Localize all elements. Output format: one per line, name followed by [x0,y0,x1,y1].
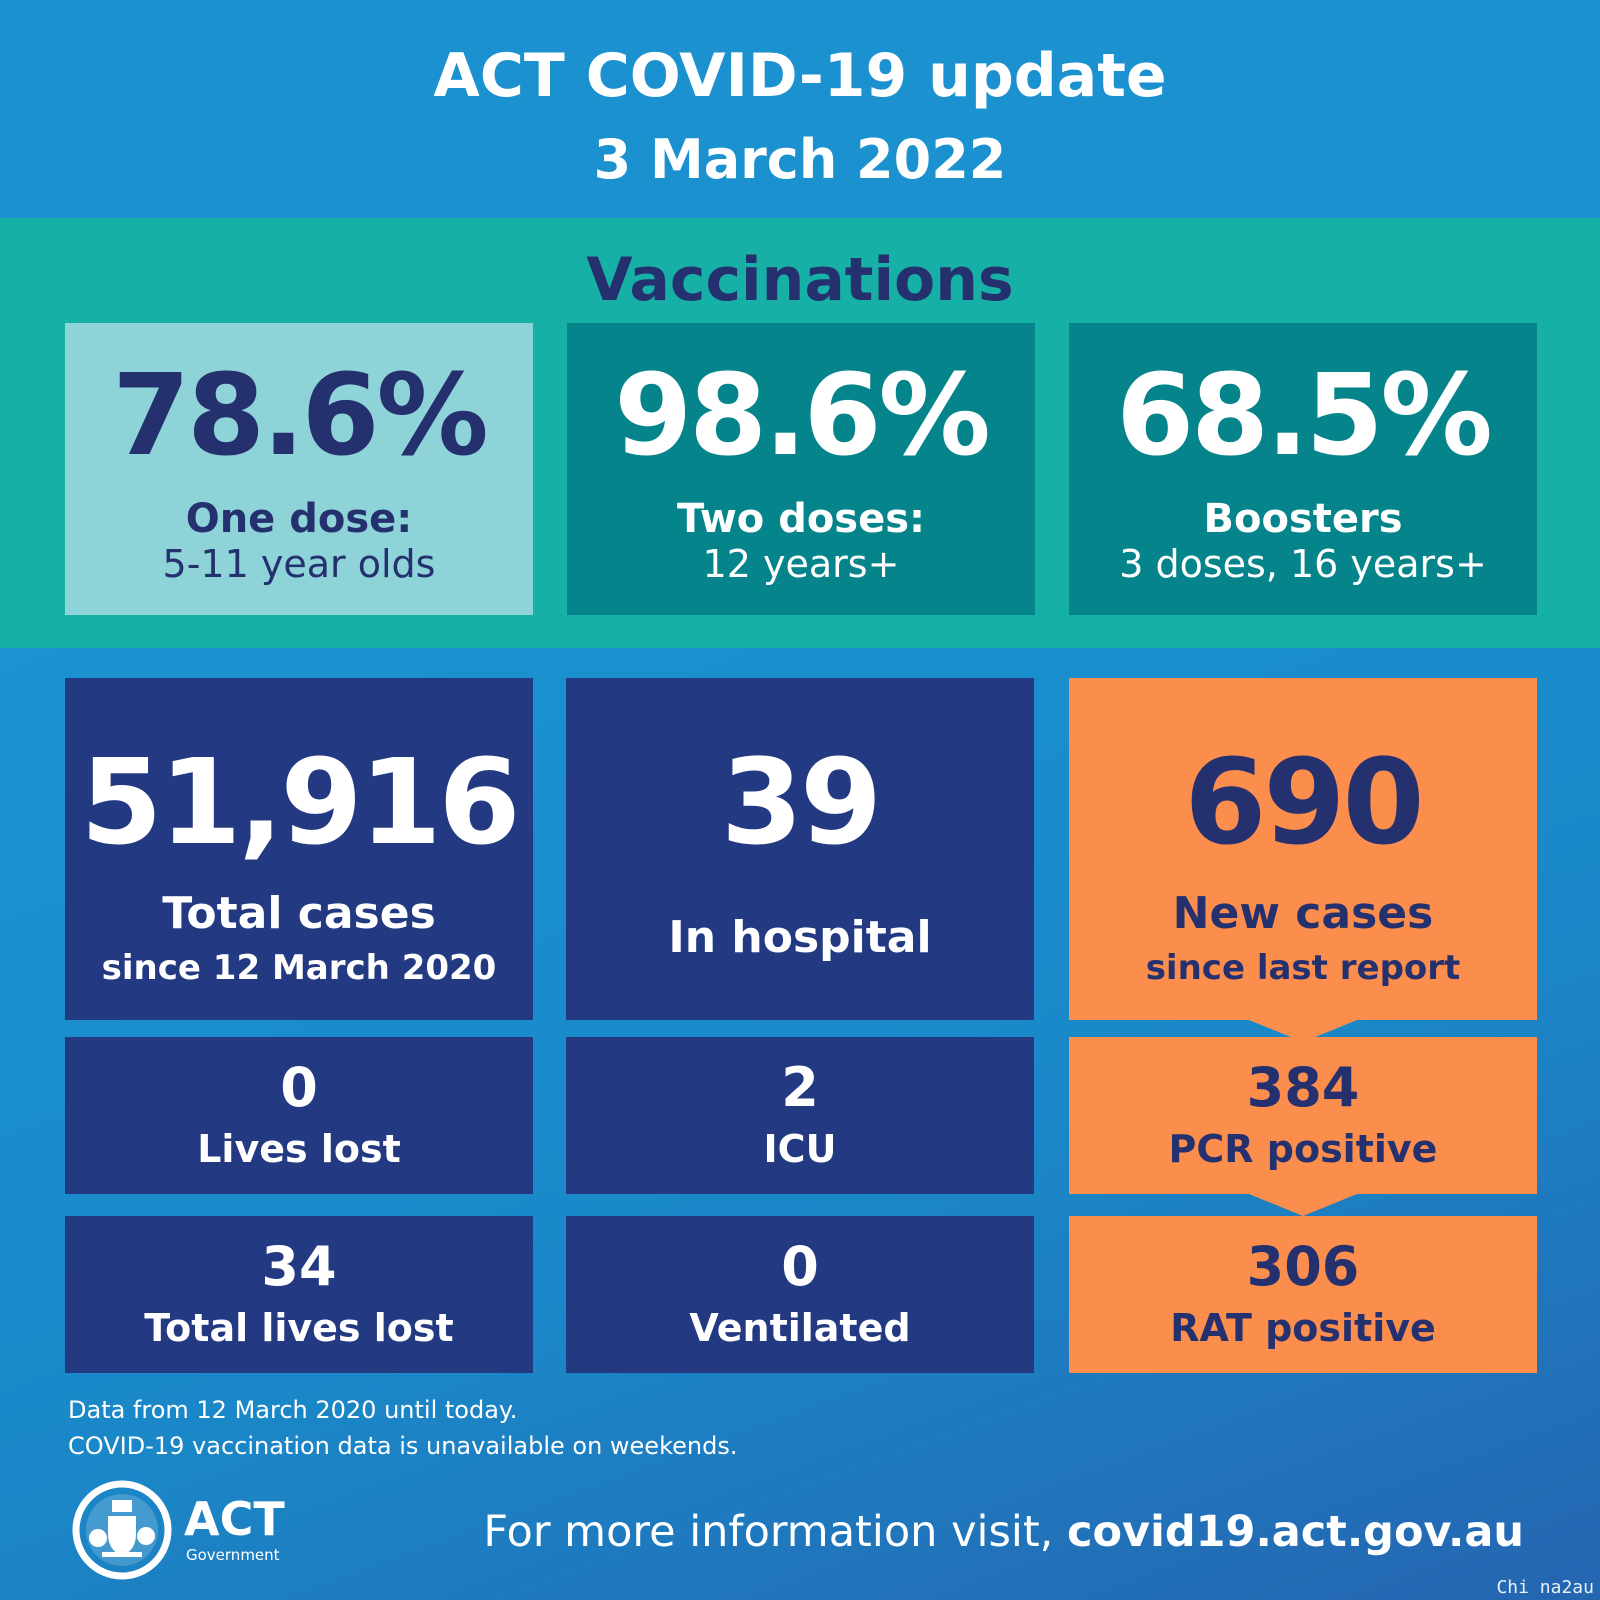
more-info-link[interactable]: covid19.act.gov.au [1067,1507,1524,1557]
total-lives-lost-value: 34 [261,1235,337,1298]
two-doses-sublabel: 12 years+ [702,542,900,586]
in-hospital-box: 39 In hospital [566,678,1034,1020]
lives-lost-label: Lives lost [197,1127,401,1171]
total-cases-label: Total cases [162,888,436,939]
pcr-positive-box: 384 PCR positive [1069,1037,1537,1194]
report-date: 3 March 2022 [593,128,1007,191]
data-note-1: Data from 12 March 2020 until today. [68,1396,518,1424]
ventilated-box: 0 Ventilated [566,1216,1034,1373]
boosters-percentage: 68.5% [1116,351,1493,481]
logo-government-text: Government [186,1546,280,1564]
act-government-logo: ACT Government [72,1480,285,1580]
new-cases-box: 690 New cases since last report [1069,678,1537,1020]
two-doses-label: Two doses: [676,496,926,542]
in-hospital-label: In hospital [668,912,932,963]
ventilated-label: Ventilated [689,1306,911,1350]
data-note-2: COVID-19 vaccination data is unavailable… [68,1432,738,1460]
icu-label: ICU [763,1127,837,1171]
new-cases-value: 690 [1184,733,1424,871]
pcr-positive-value: 384 [1246,1056,1360,1119]
vaccinations-section: Vaccinations 78.6% One dose: 5-11 year o… [0,218,1600,648]
lives-lost-box: 0 Lives lost [65,1037,533,1194]
vaccination-card-boosters: 68.5% Boosters 3 doses, 16 years+ [1069,323,1537,615]
pcr-arrow-notch [1249,1194,1357,1216]
pcr-positive-label: PCR positive [1168,1127,1438,1171]
data-notes: Data from 12 March 2020 until today. COV… [68,1392,737,1464]
new-cases-label: New cases [1172,888,1434,939]
new-cases-sublabel: since last report [1145,948,1461,988]
new-cases-arrow-notch [1249,1020,1357,1042]
rat-positive-value: 306 [1246,1235,1360,1298]
header: ACT COVID-19 update 3 March 2022 [0,0,1600,218]
one-dose-percentage: 78.6% [112,351,489,481]
page-title: ACT COVID-19 update [433,41,1167,111]
more-info-text: For more information visit, covid19.act.… [483,1502,1524,1562]
boosters-label: Boosters [1203,496,1403,542]
rat-positive-label: RAT positive [1170,1306,1436,1350]
more-info-prefix: For more information visit, [483,1507,1068,1557]
total-cases-sublabel: since 12 March 2020 [101,948,497,988]
in-hospital-value: 39 [720,733,882,871]
watermark: Chi na2au [1496,1577,1594,1598]
ventilated-value: 0 [781,1235,819,1298]
total-lives-lost-box: 34 Total lives lost [65,1216,533,1373]
act-crest-icon [72,1480,172,1580]
rat-positive-box: 306 RAT positive [1069,1216,1537,1373]
total-lives-lost-label: Total lives lost [144,1306,454,1350]
vaccination-card-two-doses: 98.6% Two doses: 12 years+ [567,323,1035,615]
icu-value: 2 [781,1056,819,1119]
lives-lost-value: 0 [280,1056,318,1119]
vaccinations-heading: Vaccinations [586,245,1014,315]
vaccination-card-one-dose: 78.6% One dose: 5-11 year olds [65,323,533,615]
two-doses-percentage: 98.6% [614,351,991,481]
logo-act-text: ACT [184,1492,285,1546]
icu-box: 2 ICU [566,1037,1034,1194]
total-cases-value: 51,916 [80,733,520,871]
one-dose-label: One dose: [185,496,413,542]
boosters-sublabel: 3 doses, 16 years+ [1119,542,1487,586]
total-cases-box: 51,916 Total cases since 12 March 2020 [65,678,533,1020]
one-dose-sublabel: 5-11 year olds [162,542,436,586]
